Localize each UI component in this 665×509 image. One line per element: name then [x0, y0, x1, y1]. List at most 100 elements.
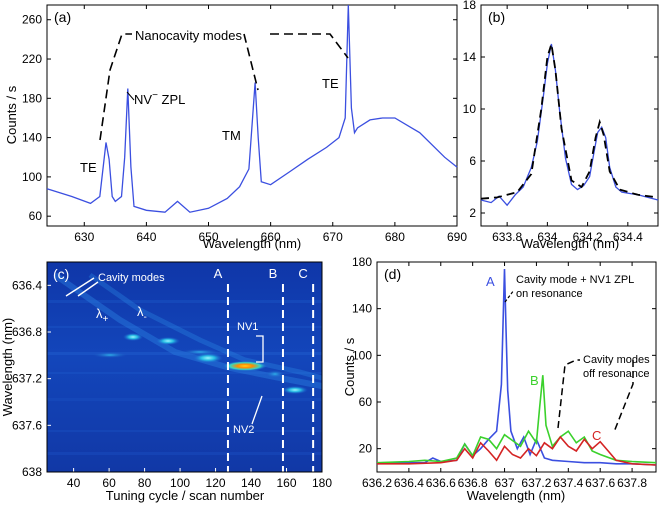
x-tick-label: 660: [261, 230, 281, 244]
y-tick-label: 140: [22, 131, 42, 145]
x-tick-label: 637.2: [521, 476, 551, 490]
scan-marker-label: C: [298, 266, 307, 281]
y-tick-label: 60: [359, 395, 373, 409]
te-left-label: TE: [80, 160, 97, 175]
tm-label: TM: [222, 128, 241, 143]
y-tick-label: 14: [463, 50, 477, 64]
y-tick-label: 18: [463, 0, 477, 12]
panel-a-ylabel: Counts / s: [4, 85, 19, 144]
panel-d-label: (d): [384, 266, 401, 282]
cavity-mode-streaks: [53, 272, 323, 394]
series-c-label: C: [592, 428, 601, 443]
x-tick-label: 650: [198, 230, 218, 244]
panel-d-frame: [376, 261, 657, 473]
x-tick-label: 630: [74, 230, 94, 244]
x-tick-label: 634.4: [613, 230, 643, 244]
y-tick-label: 100: [352, 348, 372, 362]
panel-b-fit-line: [480, 43, 659, 200]
y-tick-label: 220: [22, 52, 42, 66]
panel-b-xlabel: Wavelength (nm): [521, 236, 620, 251]
x-tick-label: 636.2: [362, 476, 392, 490]
panel-a-spectrum-line: [46, 4, 458, 213]
x-tick-label: 40: [67, 476, 81, 490]
nanocavity-modes-label: Nanocavity modes: [135, 28, 242, 43]
nv-zpl-pointer: [126, 91, 135, 101]
cavity-modes-pointer: [65, 277, 99, 297]
panel-a: 630 640 650 660 670 680 690 60 100 140 180 220 260 (…: [4, 4, 467, 251]
x-tick-label: 637.6: [585, 476, 615, 490]
y-tick-label: 180: [352, 255, 372, 269]
x-tick-label: 637.8: [617, 476, 647, 490]
panel-c-label: (c): [53, 266, 69, 282]
panel-c: 40 60 80 100 120 140 160 180 636.4 636.8 637.2 637.…: [0, 261, 332, 503]
series-b-label: B: [530, 373, 539, 388]
x-tick-label: 670: [323, 230, 343, 244]
panel-a-frame: [46, 4, 458, 227]
nv1-label: NV1: [237, 321, 258, 333]
panel-d-xlabel: Wavelength (nm): [467, 488, 566, 503]
y-tick-label: 636.4: [12, 278, 42, 292]
panel-c-ylabel: Wavelength (nm): [0, 318, 15, 417]
x-tick-label: 690: [447, 230, 467, 244]
nanocavity-bracket: [99, 33, 349, 141]
heatmap-background: [47, 262, 322, 472]
panel-c-xlabel: Tuning cycle / scan number: [106, 488, 265, 503]
y-tick-label: 260: [22, 13, 42, 27]
panel-b-data-line: [480, 43, 659, 207]
lambda-plus-label: λ+: [96, 306, 109, 325]
off-resonance-bracket: [557, 359, 634, 433]
y-tick-label: 636.8: [12, 325, 42, 339]
series-line-b: [376, 375, 657, 464]
y-tick-label: 10: [463, 102, 477, 116]
off-resonance-label-line1: Cavity modes: [583, 354, 650, 366]
x-tick-label: 640: [136, 230, 156, 244]
panel-b-frame: [480, 4, 659, 227]
x-tick-label: 140: [241, 476, 261, 490]
y-tick-label: 637.6: [12, 418, 42, 432]
x-tick-label: 636.4: [394, 476, 424, 490]
panel-d-ticks: 636.2 636.4 636.6 636.8 637 637.2 637.4 637.6 63…: [352, 255, 656, 490]
x-tick-label: 80: [138, 476, 152, 490]
nv-zpl-label: NV− ZPL: [134, 90, 185, 107]
panel-d-series: [376, 268, 657, 466]
x-tick-label: 120: [206, 476, 226, 490]
te-right-label: TE: [322, 76, 339, 91]
y-tick-label: 100: [22, 170, 42, 184]
cavity-modes-label: Cavity modes: [98, 272, 165, 284]
y-tick-label: 2: [469, 206, 476, 220]
panel-b: 633.8 634 634.2 634.4 2 6 10 14 18 (b) Wavelengt…: [463, 0, 659, 251]
y-tick-label: 637.2: [12, 372, 42, 386]
x-tick-label: 680: [385, 230, 405, 244]
x-tick-label: 60: [102, 476, 116, 490]
resonance-label-line1: Cavity mode + NV1 ZPL: [516, 274, 634, 286]
x-tick-label: 633.8: [492, 230, 522, 244]
panel-a-label: (a): [54, 9, 71, 25]
panel-a-xlabel: Wavelength (nm): [203, 236, 302, 251]
y-tick-label: 20: [359, 442, 373, 456]
series-line-c: [377, 435, 657, 466]
x-tick-label: 634.2: [573, 230, 603, 244]
x-tick-label: 636.6: [426, 476, 456, 490]
nv2-pointer: [251, 395, 263, 425]
nv2-label: NV2: [233, 424, 254, 436]
panel-b-label: (b): [488, 9, 505, 25]
x-tick-label: 160: [277, 476, 297, 490]
lambda-minus-label: λ-: [137, 304, 147, 323]
y-tick-label: 638: [22, 465, 42, 479]
panel-c-frame: [46, 261, 323, 473]
scan-marker-label: B: [269, 266, 278, 281]
x-tick-label: 636.8: [458, 476, 488, 490]
panel-c-ticks: 40 60 80 100 120 140 160 180 636.4 636.8 637.2 637.…: [12, 266, 332, 490]
y-tick-label: 6: [469, 154, 476, 168]
nv1-bracket: [256, 335, 264, 363]
panel-a-ticks: 630 640 650 660 670 680 690 60 100 140 180 220 260: [22, 5, 467, 244]
x-tick-label: 637.4: [553, 476, 583, 490]
panel-d-ylabel: Counts / s: [342, 337, 357, 396]
y-tick-label: 60: [29, 209, 43, 223]
panel-d: 636.2 636.4 636.6 636.8 637 637.2 637.4 637.6 63…: [342, 255, 657, 503]
x-tick-label: 637: [495, 476, 515, 490]
off-resonance-label-line2: off resonance: [583, 368, 649, 380]
x-tick-label: 634: [537, 230, 557, 244]
scan-marker-label: A: [214, 266, 223, 281]
